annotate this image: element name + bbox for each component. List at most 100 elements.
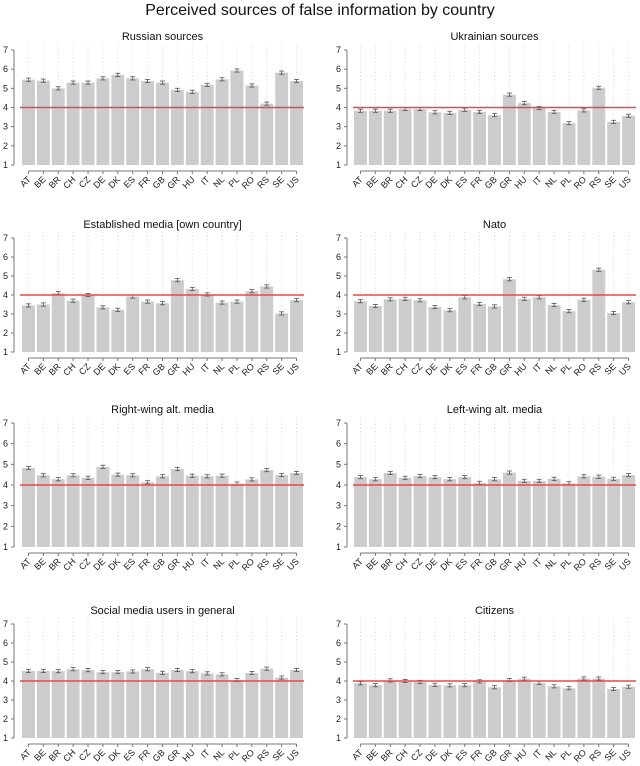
bar-SE [275, 313, 289, 352]
bar-NL [215, 475, 229, 547]
bar-DE [428, 684, 442, 738]
bar-AT [354, 683, 367, 738]
x-tick-label: GB [151, 361, 167, 377]
bar-CZ [413, 476, 427, 547]
bar-SE [275, 72, 289, 165]
y-tick-label: 2 [3, 521, 8, 531]
y-tick-label: 3 [3, 501, 8, 511]
bar-DK [443, 310, 457, 352]
x-tick-label: AT [350, 174, 365, 189]
y-tick-label: 2 [336, 521, 341, 531]
x-tick-label: PL [559, 174, 574, 189]
y-tick-label: 5 [3, 657, 8, 667]
bar-ES [126, 475, 140, 547]
bar-BR [383, 110, 397, 165]
x-tick-label: GR [497, 174, 514, 191]
x-tick-label: HU [512, 174, 528, 190]
x-tick-label: GR [497, 556, 514, 573]
x-tick-label: DK [438, 361, 454, 377]
bar-BR [383, 299, 397, 352]
bar-BE [36, 80, 50, 165]
x-tick-label: NL [211, 361, 226, 376]
bar-US [622, 686, 635, 738]
bar-US [290, 300, 303, 352]
x-tick-label: FR [136, 361, 152, 377]
x-tick-label: FR [468, 747, 484, 763]
x-tick-label: SE [603, 747, 619, 763]
x-tick-label: DE [423, 361, 439, 377]
bar-SE [275, 677, 289, 738]
x-tick-label: RO [572, 174, 589, 191]
x-tick-label: GR [165, 556, 182, 573]
x-tick-label: BR [379, 361, 395, 377]
x-tick-label: DE [423, 747, 439, 763]
bar-ES [458, 297, 472, 352]
x-tick-label: PL [559, 361, 574, 376]
x-tick-label: IT [199, 174, 212, 187]
x-tick-label: NL [543, 556, 558, 571]
bar-US [290, 669, 303, 738]
x-tick-label: HU [180, 174, 196, 190]
bar-BE [36, 304, 50, 352]
x-tick-label: PL [559, 556, 574, 571]
bar-CH [398, 298, 412, 352]
x-tick-label: SE [603, 556, 619, 572]
bar-HU [517, 480, 531, 547]
x-tick-label: ES [454, 747, 470, 763]
bar-RS [260, 286, 274, 352]
x-tick-label: SE [271, 174, 287, 190]
x-tick-label: IT [531, 174, 544, 187]
bar-US [622, 115, 635, 165]
y-tick-label: 4 [336, 480, 341, 490]
x-tick-label: DE [91, 174, 107, 190]
bar-DE [96, 307, 110, 352]
y-tick-label: 1 [3, 542, 8, 552]
x-tick-label: RS [587, 174, 603, 190]
bar-RS [260, 103, 274, 165]
x-tick-label: RO [240, 174, 257, 191]
bar-HU [185, 475, 199, 547]
x-tick-label: GR [165, 174, 182, 191]
y-tick-label: 7 [336, 619, 341, 629]
bar-NL [547, 686, 561, 738]
bar-BE [368, 306, 382, 352]
y-tick-label: 6 [336, 638, 341, 648]
x-tick-label: US [617, 174, 633, 190]
bar-RO [245, 85, 259, 165]
x-tick-label: FR [136, 174, 152, 190]
x-tick-label: AT [350, 361, 365, 376]
x-tick-label: CZ [77, 556, 93, 572]
y-tick-label: 1 [3, 160, 8, 170]
bar-GR [170, 89, 184, 165]
x-tick-label: US [617, 556, 633, 572]
x-tick-label: DK [106, 361, 122, 377]
y-tick-label: 4 [3, 290, 8, 300]
x-tick-label: CZ [77, 747, 93, 763]
x-tick-label: IT [199, 361, 212, 374]
x-tick-label: RO [572, 361, 589, 378]
bar-BE [368, 110, 382, 165]
x-tick-label: CH [61, 556, 77, 572]
bar-BE [368, 479, 382, 547]
x-tick-label: HU [180, 747, 196, 763]
bar-NL [215, 302, 229, 352]
bar-AT [22, 79, 35, 165]
x-tick-label: RO [240, 556, 257, 573]
x-tick-label: DK [106, 174, 122, 190]
x-tick-label: GB [151, 556, 167, 572]
panel-title: Left-wing alt. media [447, 404, 543, 416]
bar-NL [215, 79, 229, 165]
x-tick-label: PL [559, 747, 574, 762]
bar-SE [607, 688, 621, 738]
x-tick-label: SE [271, 556, 287, 572]
bar-US [622, 302, 635, 352]
x-tick-label: BE [32, 361, 48, 377]
bar-SE [275, 475, 289, 547]
x-tick-label: BE [364, 361, 380, 377]
y-tick-label: 3 [336, 501, 341, 511]
y-tick-label: 6 [3, 64, 8, 74]
bar-GB [488, 687, 501, 738]
